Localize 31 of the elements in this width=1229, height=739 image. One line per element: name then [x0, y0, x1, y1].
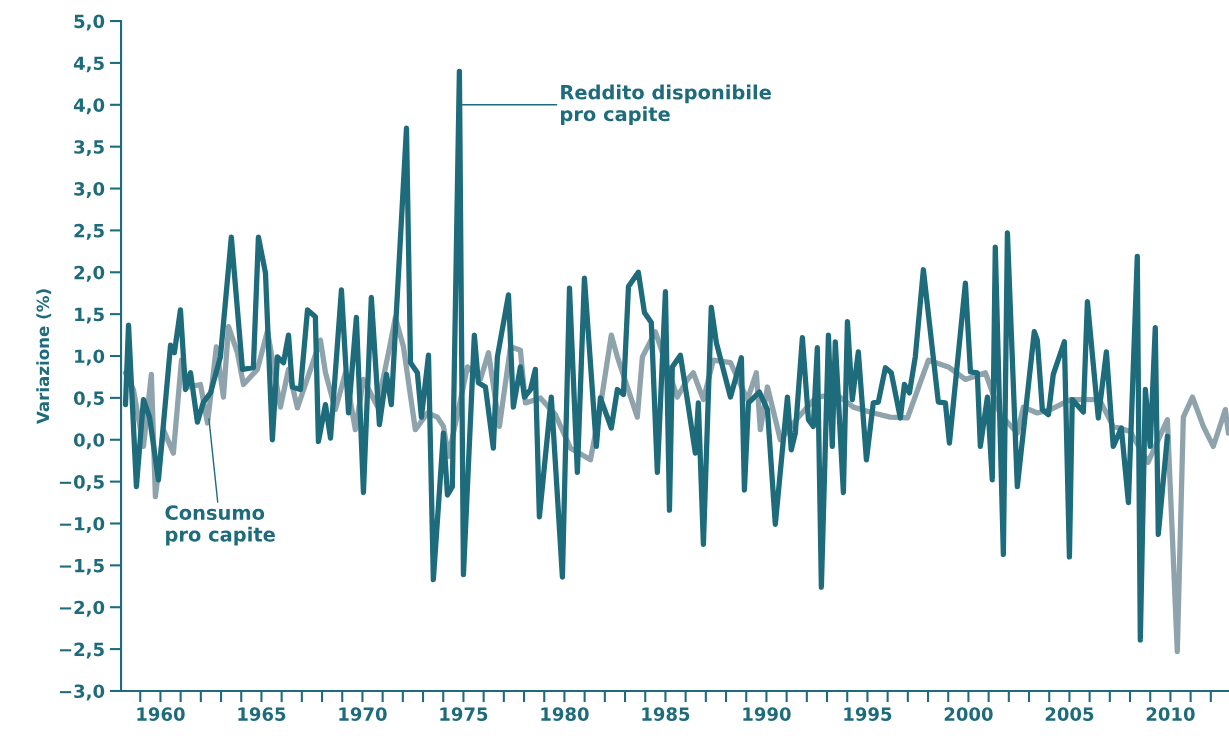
y-tick-label: −1,0 — [59, 516, 105, 533]
x-tick-label: 1985 — [642, 707, 690, 721]
x-tick-label: 1965 — [238, 707, 286, 721]
y-tick-label: 5,0 — [74, 14, 105, 31]
x-tick-label: 2000 — [944, 707, 993, 721]
y-tick-label: −3,0 — [59, 684, 105, 701]
annotation: Consumo pro capite — [165, 505, 275, 546]
y-tick-label: 1,5 — [75, 307, 104, 324]
x-tick-label: 1975 — [440, 707, 488, 721]
y-tick-label: −0,5 — [59, 475, 104, 492]
x-tick-label: 2010 — [1146, 707, 1195, 721]
x-tick-label: 1960 — [137, 707, 185, 721]
y-tick-label: −2,5 — [59, 642, 104, 659]
y-tick-label: 1,0 — [75, 349, 105, 366]
x-tick-label: 1980 — [541, 707, 589, 721]
x-tick-label: 1995 — [844, 707, 892, 721]
y-tick-label: 2,0 — [74, 265, 105, 282]
x-tick-label: 1970 — [339, 707, 387, 721]
x-tick-label: 2005 — [1045, 707, 1094, 721]
y-tick-label: 4,5 — [73, 56, 104, 73]
y-tick-label: −2,0 — [59, 600, 105, 617]
x-tick-label: 1990 — [743, 707, 791, 721]
y-tick-label: 4,0 — [73, 98, 105, 115]
y-tick-label: −1,5 — [59, 559, 104, 575]
y-tick-label: 3,0 — [74, 182, 105, 198]
y-tick-label: 0,5 — [73, 391, 104, 408]
annotation: Reddito disponibile pro capite — [561, 84, 771, 126]
y-tick-label: 2,5 — [74, 223, 104, 240]
y-axis-title: Variazione (%) — [36, 289, 52, 425]
y-tick-label: 3,5 — [74, 140, 104, 157]
y-tick-label: 0,0 — [73, 433, 105, 450]
